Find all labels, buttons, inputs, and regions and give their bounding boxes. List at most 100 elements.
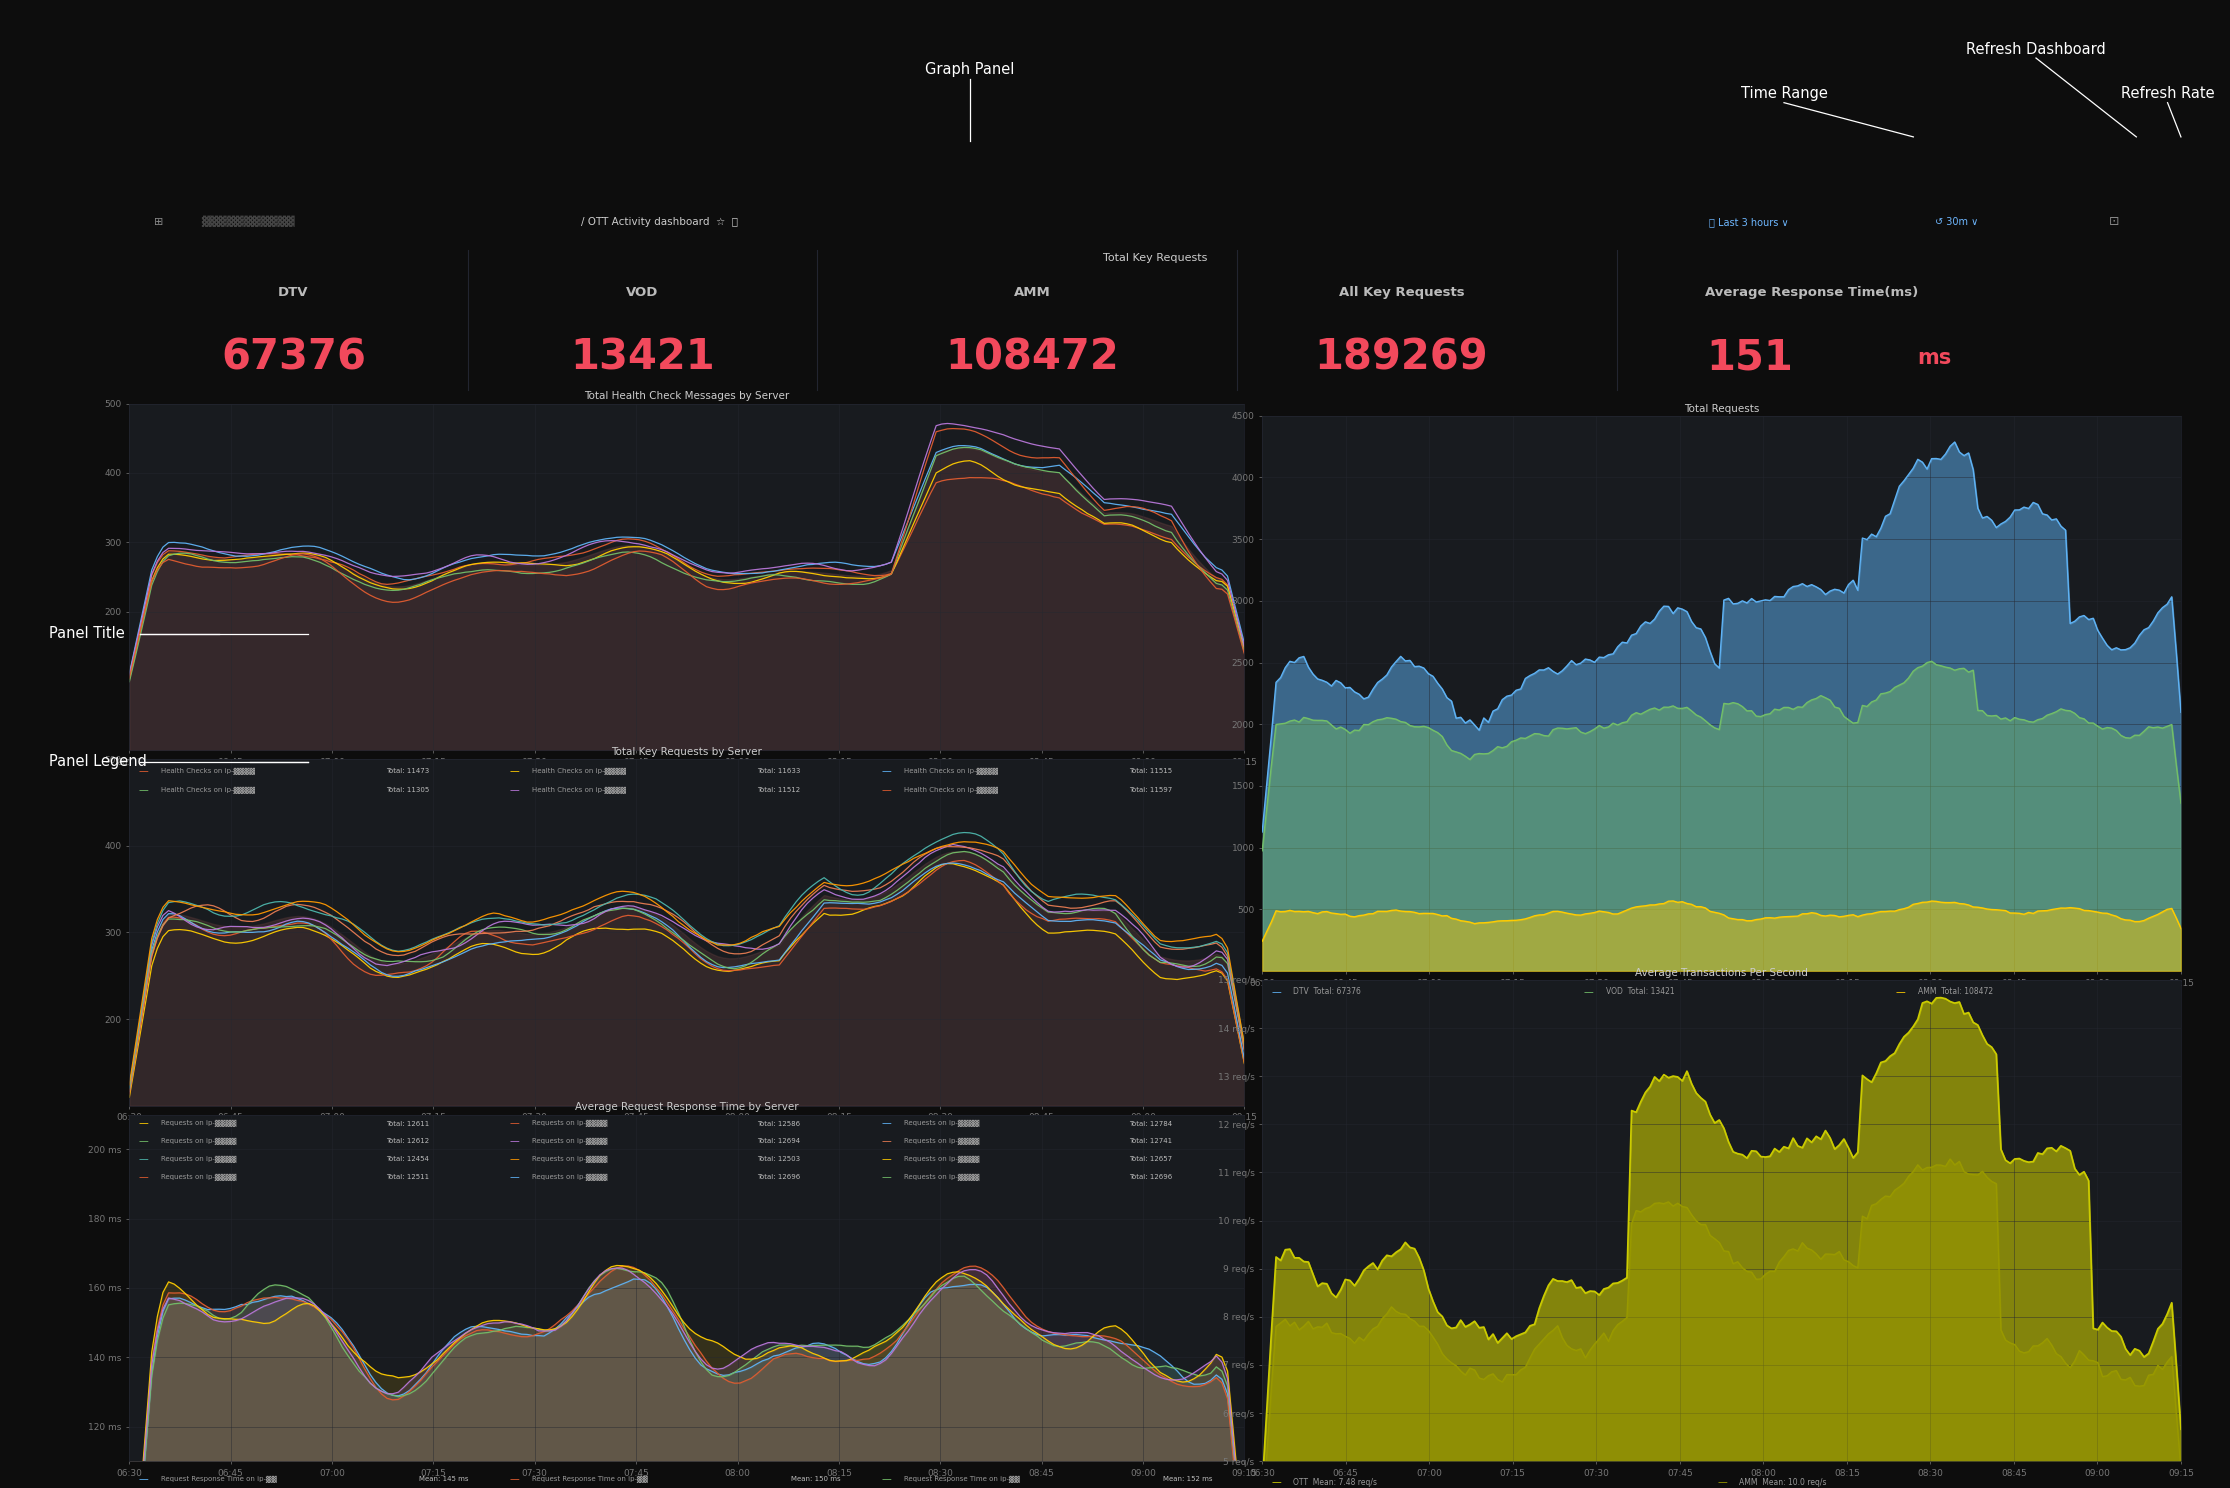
Text: Health Checks on ip-▓▓▓▓: Health Checks on ip-▓▓▓▓ — [533, 787, 627, 795]
Text: —: — — [1271, 1478, 1280, 1487]
Text: Total: 12454: Total: 12454 — [386, 1156, 428, 1162]
Text: Requests on ip-▓▓▓▓: Requests on ip-▓▓▓▓ — [533, 1174, 607, 1180]
Text: Health Checks on ip-▓▓▓▓: Health Checks on ip-▓▓▓▓ — [161, 768, 254, 775]
Text: Requests on ip-▓▓▓▓: Requests on ip-▓▓▓▓ — [903, 1120, 979, 1126]
Text: Total: 12784: Total: 12784 — [1128, 1120, 1173, 1126]
Text: Refresh Rate: Refresh Rate — [2121, 86, 2214, 101]
Text: Health Checks on ip-▓▓▓▓: Health Checks on ip-▓▓▓▓ — [161, 787, 254, 795]
Text: —: — — [138, 786, 147, 795]
Text: Requests on ip-▓▓▓▓: Requests on ip-▓▓▓▓ — [161, 1174, 236, 1180]
Text: Refresh Dashboard: Refresh Dashboard — [1967, 42, 2105, 57]
Title: Total Health Check Messages by Server: Total Health Check Messages by Server — [584, 391, 789, 402]
Text: Requests on ip-▓▓▓▓: Requests on ip-▓▓▓▓ — [161, 1120, 236, 1126]
Text: OTT  Mean: 7.48 req/s: OTT Mean: 7.48 req/s — [1293, 1478, 1378, 1487]
Text: Average Response Time(ms): Average Response Time(ms) — [1706, 286, 1918, 299]
Text: 151: 151 — [1706, 336, 1793, 379]
Text: —: — — [1583, 987, 1592, 997]
Text: —: — — [511, 1475, 520, 1484]
Text: —: — — [138, 1155, 147, 1164]
Text: —: — — [138, 1475, 147, 1484]
Text: Total: 12612: Total: 12612 — [386, 1138, 428, 1144]
Text: ↺ 30m ∨: ↺ 30m ∨ — [1936, 217, 1978, 226]
Text: DTV: DTV — [279, 286, 308, 299]
Text: AMM  Total: 108472: AMM Total: 108472 — [1918, 988, 1994, 997]
Text: 67376: 67376 — [221, 336, 366, 379]
Text: ⊡: ⊡ — [2110, 216, 2121, 228]
Text: —: — — [881, 766, 892, 775]
Text: Request Response Time on ip-▓▓: Request Response Time on ip-▓▓ — [533, 1476, 649, 1482]
Text: Total: 11512: Total: 11512 — [758, 787, 801, 793]
Text: Panel Title: Panel Title — [49, 626, 125, 641]
Text: Total: 11597: Total: 11597 — [1128, 787, 1173, 793]
Text: Total: 12696: Total: 12696 — [1128, 1174, 1173, 1180]
Text: —: — — [881, 1155, 892, 1164]
Text: Requests on ip-▓▓▓▓: Requests on ip-▓▓▓▓ — [903, 1138, 979, 1144]
Text: ⊞: ⊞ — [154, 217, 163, 226]
Text: —: — — [881, 786, 892, 795]
Text: Requests on ip-▓▓▓▓: Requests on ip-▓▓▓▓ — [903, 1156, 979, 1162]
Text: —: — — [1717, 1478, 1726, 1487]
Text: Total: 11305: Total: 11305 — [386, 787, 428, 793]
Text: Total Key Requests: Total Key Requests — [1104, 253, 1206, 263]
Text: Graph Panel: Graph Panel — [925, 62, 1015, 77]
Text: —: — — [138, 1137, 147, 1146]
Text: Total: 12503: Total: 12503 — [758, 1156, 801, 1162]
Text: Requests on ip-▓▓▓▓: Requests on ip-▓▓▓▓ — [533, 1156, 607, 1162]
Text: ▓▓▓▓▓▓▓▓▓▓▓: ▓▓▓▓▓▓▓▓▓▓▓ — [201, 216, 294, 228]
Text: —: — — [1271, 987, 1280, 997]
Text: —: — — [138, 766, 147, 775]
Text: Total: 12511: Total: 12511 — [386, 1174, 428, 1180]
Text: VOD  Total: 13421: VOD Total: 13421 — [1606, 988, 1675, 997]
Text: Total: 11633: Total: 11633 — [758, 768, 801, 774]
Text: AMM  Mean: 10.0 req/s: AMM Mean: 10.0 req/s — [1739, 1478, 1826, 1487]
Text: —: — — [881, 1119, 892, 1128]
Text: —: — — [511, 1119, 520, 1128]
Title: Total Requests: Total Requests — [1684, 403, 1759, 414]
Text: AMM: AMM — [1015, 286, 1050, 299]
Text: —: — — [881, 1173, 892, 1181]
Text: Requests on ip-▓▓▓▓: Requests on ip-▓▓▓▓ — [533, 1120, 607, 1126]
Text: —: — — [511, 766, 520, 775]
Title: Average Transactions Per Second: Average Transactions Per Second — [1635, 967, 1809, 978]
Text: Health Checks on ip-▓▓▓▓: Health Checks on ip-▓▓▓▓ — [903, 768, 997, 775]
Text: —: — — [511, 1173, 520, 1181]
Text: Requests on ip-▓▓▓▓: Requests on ip-▓▓▓▓ — [903, 1174, 979, 1180]
Text: / OTT Activity dashboard  ☆  ⤼: / OTT Activity dashboard ☆ ⤼ — [580, 217, 738, 226]
Text: Total: 12586: Total: 12586 — [758, 1120, 801, 1126]
Text: Mean: 145 ms: Mean: 145 ms — [419, 1476, 468, 1482]
Text: —: — — [138, 1119, 147, 1128]
Text: Total: 12657: Total: 12657 — [1128, 1156, 1173, 1162]
Text: 13421: 13421 — [571, 336, 714, 379]
Text: Requests on ip-▓▓▓▓: Requests on ip-▓▓▓▓ — [161, 1156, 236, 1162]
Text: Total: 12611: Total: 12611 — [386, 1120, 428, 1126]
Text: Requests on ip-▓▓▓▓: Requests on ip-▓▓▓▓ — [161, 1138, 236, 1144]
Text: —: — — [511, 1155, 520, 1164]
Text: —: — — [1896, 987, 1904, 997]
Text: VOD: VOD — [627, 286, 658, 299]
Text: Total: 11515: Total: 11515 — [1128, 768, 1173, 774]
Text: Request Response Time on ip-▓▓: Request Response Time on ip-▓▓ — [903, 1476, 1019, 1482]
Text: Request Response Time on ip-▓▓: Request Response Time on ip-▓▓ — [161, 1476, 277, 1482]
Text: ms: ms — [1918, 348, 1951, 368]
Text: —: — — [881, 1137, 892, 1146]
Text: Total: 12694: Total: 12694 — [758, 1138, 801, 1144]
Text: Total: 12741: Total: 12741 — [1128, 1138, 1173, 1144]
Text: —: — — [511, 1137, 520, 1146]
Text: Total: 12696: Total: 12696 — [758, 1174, 801, 1180]
Text: Health Checks on ip-▓▓▓▓: Health Checks on ip-▓▓▓▓ — [533, 768, 627, 775]
Text: Requests on ip-▓▓▓▓: Requests on ip-▓▓▓▓ — [533, 1138, 607, 1144]
Text: Panel Legend: Panel Legend — [49, 754, 147, 769]
Text: Health Checks on ip-▓▓▓▓: Health Checks on ip-▓▓▓▓ — [903, 787, 997, 795]
Text: —: — — [138, 1173, 147, 1181]
Text: All Key Requests: All Key Requests — [1338, 286, 1465, 299]
Text: 108472: 108472 — [946, 336, 1119, 379]
Title: Average Request Response Time by Server: Average Request Response Time by Server — [575, 1103, 798, 1113]
Text: Mean: 150 ms: Mean: 150 ms — [792, 1476, 841, 1482]
Text: Total: 11473: Total: 11473 — [386, 768, 428, 774]
Text: Mean: 152 ms: Mean: 152 ms — [1162, 1476, 1213, 1482]
Text: —: — — [881, 1475, 892, 1484]
Text: Time Range: Time Range — [1742, 86, 1826, 101]
Text: DTV  Total: 67376: DTV Total: 67376 — [1293, 988, 1360, 997]
Text: ⏱ Last 3 hours ∨: ⏱ Last 3 hours ∨ — [1708, 217, 1788, 226]
Text: 189269: 189269 — [1313, 336, 1487, 379]
